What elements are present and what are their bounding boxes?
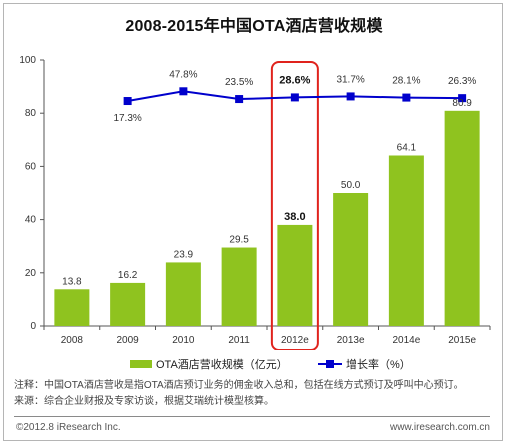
axes: 0 20 40 60 80 100 2008 2009 2010 2011 2012e 2013e 20… — [19, 55, 491, 346]
x-tick-label: 2009 — [117, 335, 140, 346]
y-tick-label: 0 — [30, 321, 36, 332]
highlight-layer — [270, 61, 319, 350]
growth-value-label: 17.3% — [113, 113, 141, 124]
website: www.iresearch.com.cn — [389, 422, 490, 433]
bar-value-label: 38.0 — [284, 211, 305, 223]
growth-value-label: 28.6% — [279, 74, 310, 86]
growth-value-label: 28.1% — [392, 76, 420, 87]
x-tick-label: 2011 — [228, 335, 250, 346]
legend-swatch-bar — [130, 360, 152, 368]
chart-title: 2008-2015年中国OTA酒店营收规模 — [125, 18, 383, 35]
growth-value-label: 23.5% — [225, 77, 253, 88]
y-tick-label: 100 — [19, 55, 36, 66]
legend: OTA酒店营收规模（亿元） 增长率（%） — [0, 356, 508, 372]
legend-label-growth: 增长率（%） — [346, 359, 411, 371]
legend-label-revenue: OTA酒店营收规模（亿元） — [156, 359, 288, 371]
source-line: 来源：综合企业财报及专家访谈，根据艾瑞统计模型核算。 — [14, 396, 274, 407]
line-series — [123, 87, 467, 106]
growth-point-2011 — [235, 95, 244, 104]
y-tick-label: 20 — [25, 268, 37, 279]
bar-series — [54, 110, 480, 326]
bar-value-label: 13.8 — [62, 276, 82, 287]
bar-value-label: 29.5 — [229, 235, 249, 246]
growth-point-2013e — [346, 92, 355, 101]
bar-2008 — [54, 289, 90, 326]
chart-canvas: 0 20 40 60 80 100 2008 2009 2010 2011 2012e 2013e 20… — [19, 55, 491, 350]
bar-value-label: 16.2 — [118, 270, 138, 281]
x-tick-label: 2010 — [172, 335, 195, 346]
x-tick-label: 2012e — [281, 335, 309, 346]
growth-value-label: 47.8% — [169, 69, 197, 80]
x-tick-label: 2015e — [448, 335, 476, 346]
bar-value-label: 64.1 — [397, 142, 417, 153]
legend-item-revenue: OTA酒店营收规模（亿元） — [130, 356, 288, 372]
note-line: 注释：中国OTA酒店营收是指OTA酒店预订业务的佣金收入总和，包括在线方式预订及… — [14, 380, 464, 391]
x-tick-label: 2014e — [392, 335, 420, 346]
growth-point-2010 — [179, 87, 188, 96]
legend-swatch-line — [318, 359, 342, 369]
footer-divider — [14, 416, 490, 417]
notes: 注释：中国OTA酒店营收是指OTA酒店预订业务的佣金收入总和，包括在线方式预订及… — [14, 378, 494, 410]
x-tick-label: 2008 — [61, 335, 84, 346]
bar-2010 — [165, 262, 201, 326]
x-tick-label: 2013e — [337, 335, 365, 346]
bar-2011 — [221, 247, 257, 326]
bar-value-label: 50.0 — [341, 180, 361, 191]
bar-2012e — [277, 224, 313, 326]
growth-point-2009 — [123, 97, 132, 106]
growth-point-2015e — [458, 94, 467, 103]
bar-2014e — [388, 155, 424, 326]
bar-value-label: 80.9 — [452, 98, 472, 109]
highlight-box — [270, 61, 319, 350]
growth-point-2012e — [290, 93, 299, 102]
growth-value-label: 26.3% — [448, 76, 476, 87]
bar-2013e — [333, 193, 369, 326]
growth-point-2014e — [402, 93, 411, 102]
copyright: ©2012.8 iResearch Inc. — [16, 422, 121, 433]
data-labels: 13.8 16.2 23.9 29.5 38.0 50.0 64.1 80.9 17.3% 47.… — [62, 69, 476, 287]
growth-value-label: 31.7% — [336, 74, 364, 85]
bar-2015e — [444, 110, 480, 326]
y-tick-label: 40 — [25, 215, 37, 226]
legend-item-growth: 增长率（%） — [318, 356, 411, 372]
bar-2009 — [110, 282, 146, 326]
bar-value-label: 23.9 — [174, 249, 194, 260]
y-tick-label: 80 — [25, 108, 37, 119]
y-tick-label: 60 — [25, 161, 37, 172]
